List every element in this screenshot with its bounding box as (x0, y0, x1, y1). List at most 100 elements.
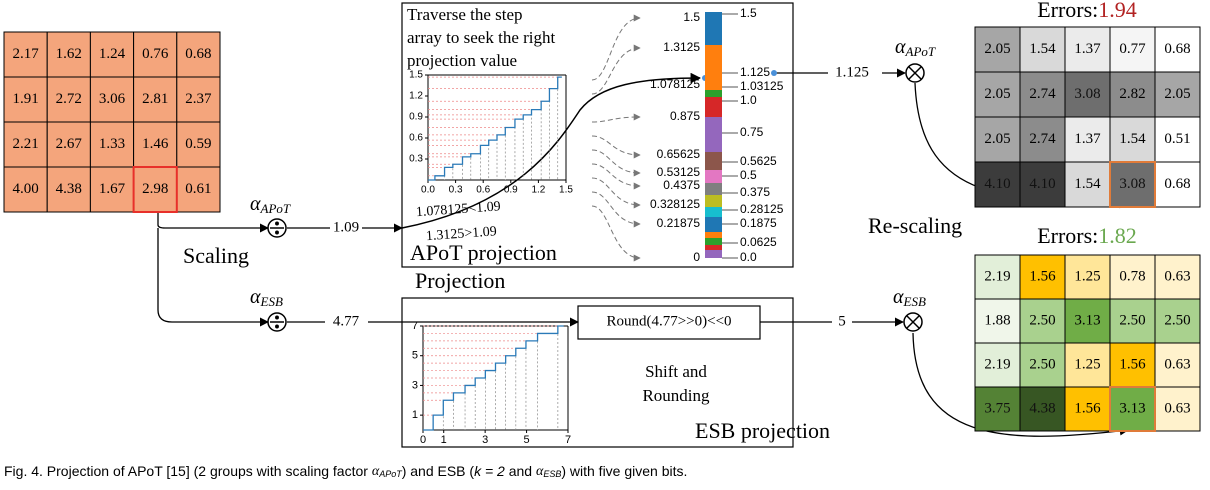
cell-value: 1.56 (1074, 400, 1101, 416)
guide-arrow (591, 14, 641, 81)
cell-value: 4.10 (984, 176, 1010, 192)
cell-value: 1.54 (1119, 131, 1146, 147)
note-line: projection value (407, 51, 517, 70)
x-tick-label: 0.9 (504, 185, 518, 196)
cell-value: 0.63 (1164, 268, 1190, 284)
cell-value: 1.67 (99, 181, 126, 197)
cell-value: 2.50 (1029, 312, 1055, 328)
highlight (1109, 161, 1156, 208)
guide-arrow (591, 113, 641, 123)
point (771, 70, 777, 76)
alpha-subscript: APoT (260, 201, 291, 216)
cell-value: 2.50 (1029, 356, 1055, 372)
matrix-cell (1019, 386, 1066, 432)
matrix-cell (3, 121, 48, 168)
cell-value: 2.05 (1164, 86, 1190, 102)
level-label: 0.0 (740, 250, 757, 264)
round-expr: Round(4.77>>0)<<0 (606, 313, 731, 329)
cell-value: 0.68 (1164, 176, 1190, 192)
scaling-label: Scaling (183, 243, 249, 268)
note-line: Traverse the step (407, 5, 523, 24)
cell-value: 3.08 (1119, 176, 1145, 192)
cell-value: 1.46 (142, 136, 169, 152)
matrix-cell (974, 386, 1021, 432)
alpha-subscript: ESB (903, 294, 926, 309)
y-tick-label: 0.3 (409, 154, 423, 165)
apot-box (401, 2, 794, 268)
colorbar-segment (705, 170, 722, 183)
level-label: 0.28125 (740, 202, 784, 216)
colorbar-segment (705, 195, 722, 207)
colorbar-segment (705, 45, 722, 90)
colorbar-segment (705, 117, 722, 152)
cell-value: 3.06 (99, 91, 126, 107)
cell-value: 2.19 (984, 268, 1010, 284)
level-label: 0.1875 (740, 216, 777, 230)
rescaling-label: Re-scaling (868, 213, 962, 238)
cell-value: 1.62 (56, 46, 82, 62)
matrix-cell (1064, 342, 1111, 388)
value-label: 1.09 (333, 219, 359, 235)
alpha-subscript: APoT (905, 44, 936, 59)
x-tick-label: 1.2 (531, 185, 545, 196)
cell-value: 2.72 (56, 91, 82, 107)
matrix-cell (46, 31, 91, 78)
y-tick-label: 1.5 (409, 70, 423, 81)
alpha-symbol: α (895, 36, 906, 58)
alpha-label: αAPoT (250, 193, 291, 216)
level-label: 0.0625 (740, 235, 777, 249)
x-tick-label: 1 (441, 434, 447, 446)
matrix-cell (133, 121, 178, 168)
y-tick-label: 3 (412, 379, 418, 391)
errors-value: 1.82 (1098, 223, 1137, 248)
errors-title: Errors:1.94 (1037, 0, 1137, 22)
alpha-symbol: α (250, 286, 261, 308)
matrix-cell (89, 76, 135, 123)
guide-arrow (591, 177, 641, 209)
x-tick-label: 5 (524, 434, 530, 446)
cell-value: 2.98 (142, 181, 168, 197)
matrix-cell (1019, 254, 1066, 300)
level-label: 1.03125 (740, 79, 784, 93)
alpha-symbol: α (893, 286, 904, 308)
y-tick-label: 1 (412, 409, 418, 421)
multiply-operator (903, 63, 925, 332)
matrix-cell (1109, 386, 1156, 432)
level-label: 1.5 (740, 6, 757, 20)
x-tick-label: 1.5 (559, 185, 573, 196)
cell-value: 1.25 (1074, 268, 1100, 284)
alpha-label: αESB (893, 286, 926, 309)
cell-value: 0.77 (1119, 41, 1146, 57)
cell-value: 1.54 (1074, 176, 1101, 192)
level-label: 0.21875 (657, 216, 701, 230)
y-tick-label: 0.9 (409, 112, 423, 123)
connector (401, 72, 702, 229)
colorbar-segment (705, 12, 722, 45)
cell-value: 3.08 (1074, 86, 1100, 102)
value-label: 5 (838, 313, 846, 329)
matrix-cell (176, 166, 221, 213)
cell-value: 3.13 (1119, 400, 1145, 416)
cell-value: 0.59 (185, 136, 211, 152)
level-label: 0 (693, 250, 700, 264)
errors-label: Errors: (1037, 0, 1098, 22)
colorbar-segment (705, 183, 722, 195)
cell-value: 1.56 (1029, 268, 1056, 284)
level-label: 0.4375 (663, 178, 700, 192)
cell-value: 2.37 (185, 91, 212, 107)
matrix-cell (1064, 298, 1111, 344)
colorbar-segment (705, 207, 722, 217)
step-curve (428, 76, 562, 181)
cell-value: 2.50 (1164, 312, 1190, 328)
note-line: array to seek the right (407, 28, 555, 47)
cell-value: 1.37 (1074, 131, 1101, 147)
level-label: 1.5 (683, 10, 700, 24)
cell-value: 1.91 (12, 91, 38, 107)
matrix-cell (1064, 26, 1111, 73)
cell-value: 2.82 (1119, 86, 1145, 102)
cell-value: 1.88 (984, 312, 1010, 328)
colorbar-segment (705, 217, 722, 232)
alpha-label: αESB (250, 286, 283, 309)
cell-value: 2.81 (142, 91, 168, 107)
matrix-cell (176, 121, 221, 168)
